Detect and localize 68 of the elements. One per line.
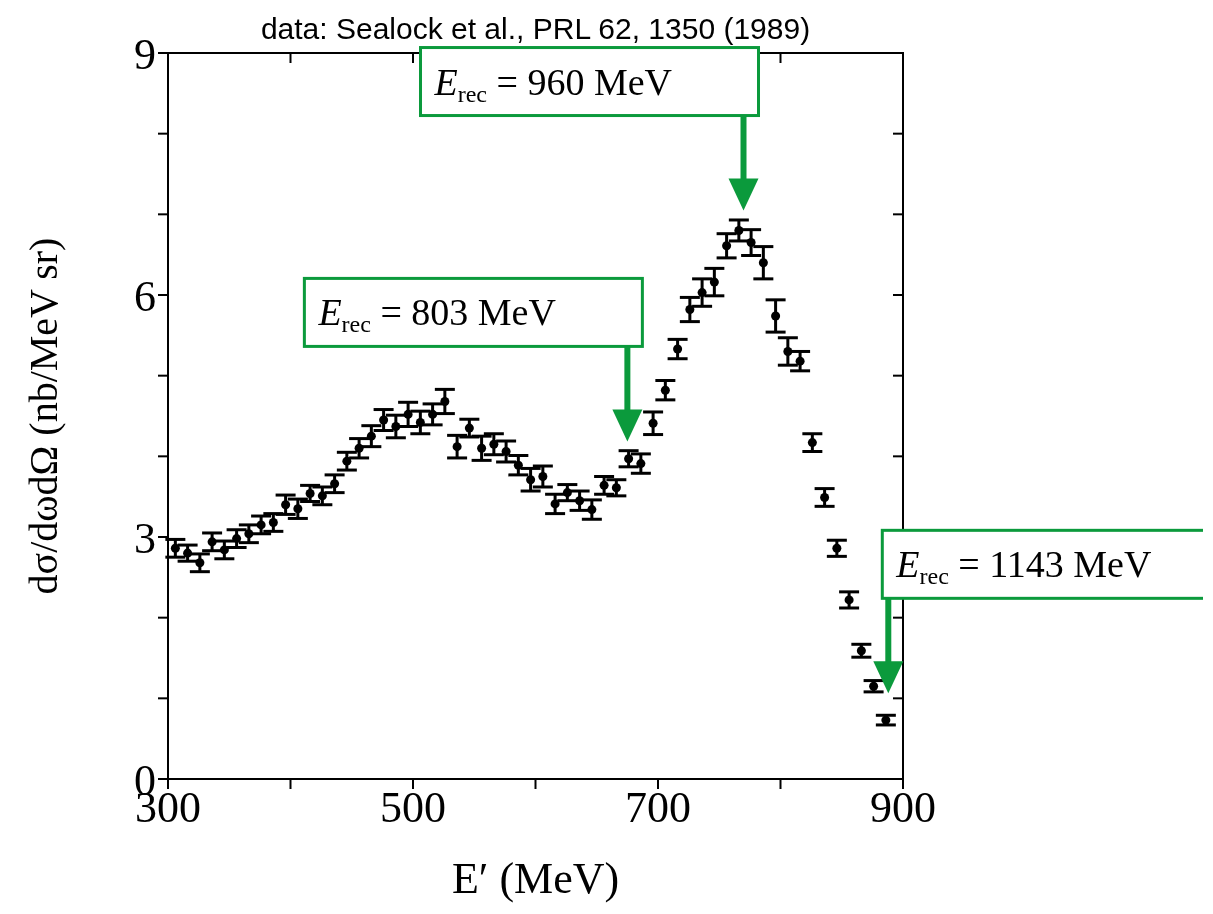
point bbox=[244, 529, 254, 539]
x-tick-label: 900 bbox=[870, 783, 936, 833]
point bbox=[758, 258, 768, 268]
x-tick-label: 500 bbox=[380, 783, 446, 833]
point bbox=[207, 537, 217, 547]
point bbox=[599, 480, 609, 490]
point bbox=[232, 534, 242, 544]
point bbox=[440, 396, 450, 406]
annotation: E$_{rec}$ = 960 MeV bbox=[433, 60, 673, 107]
point bbox=[293, 504, 303, 514]
point bbox=[795, 356, 805, 366]
point bbox=[685, 305, 695, 315]
point bbox=[709, 277, 719, 287]
point bbox=[673, 344, 683, 354]
point bbox=[624, 454, 634, 464]
point bbox=[379, 415, 389, 425]
point bbox=[844, 595, 854, 605]
point bbox=[562, 488, 572, 498]
point bbox=[342, 456, 352, 466]
point bbox=[489, 439, 499, 449]
point bbox=[746, 238, 756, 248]
point bbox=[354, 443, 364, 453]
y-tick-label: 6 bbox=[134, 271, 156, 321]
point bbox=[513, 460, 523, 470]
y-tick-label: 9 bbox=[134, 29, 156, 79]
y-tick-label: 3 bbox=[134, 513, 156, 563]
point bbox=[330, 479, 340, 489]
point bbox=[611, 483, 621, 493]
point bbox=[832, 543, 842, 553]
point bbox=[636, 459, 646, 469]
point bbox=[268, 517, 278, 527]
point bbox=[660, 385, 670, 395]
point bbox=[464, 423, 474, 433]
point bbox=[391, 421, 401, 431]
point bbox=[697, 288, 707, 298]
point bbox=[195, 558, 205, 568]
point bbox=[452, 442, 462, 452]
annotation: E$_{rec}$ = 1143 MeV bbox=[895, 543, 1152, 590]
point bbox=[722, 241, 732, 251]
point bbox=[771, 311, 781, 321]
point bbox=[538, 471, 548, 482]
point bbox=[403, 409, 413, 419]
point bbox=[783, 346, 793, 356]
point bbox=[256, 520, 266, 530]
point bbox=[587, 505, 597, 515]
point bbox=[317, 491, 327, 501]
point bbox=[526, 475, 536, 485]
point bbox=[501, 446, 511, 456]
point bbox=[366, 431, 376, 441]
x-tick-label: 700 bbox=[625, 783, 691, 833]
point bbox=[575, 496, 585, 506]
point bbox=[219, 545, 229, 555]
point bbox=[807, 438, 817, 448]
point bbox=[550, 499, 560, 509]
point bbox=[415, 417, 425, 427]
point bbox=[648, 418, 658, 428]
point bbox=[820, 492, 830, 502]
point bbox=[477, 443, 487, 453]
point bbox=[428, 409, 438, 419]
chart-title: data: Sealock et al., PRL 62, 1350 (1989) bbox=[260, 12, 811, 45]
x-axis-title: E′ (MeV) bbox=[451, 854, 620, 903]
annotation: E$_{rec}$ = 803 MeV bbox=[317, 291, 557, 338]
point bbox=[734, 225, 744, 235]
point bbox=[183, 548, 193, 558]
point bbox=[305, 488, 315, 498]
point bbox=[170, 543, 180, 553]
y-axis-title: dσ/dωdΩ (nb/MeV sr) bbox=[21, 237, 67, 595]
point bbox=[281, 500, 291, 510]
